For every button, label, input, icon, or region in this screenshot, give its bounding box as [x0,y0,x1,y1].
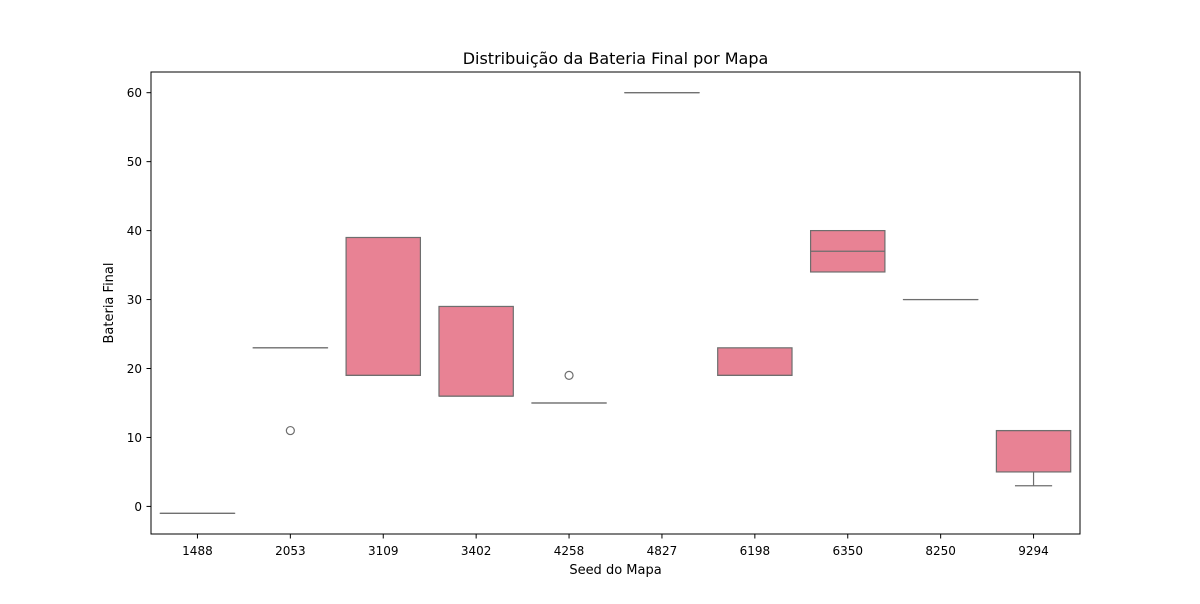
plot-area [160,93,1070,514]
x-tick-label: 6198 [740,544,771,558]
box-3402 [439,306,513,396]
x-axis-label: Seed do Mapa [569,563,661,578]
box-9294 [996,431,1070,486]
x-tick-label: 8250 [925,544,956,558]
x-tick-label: 3109 [368,544,399,558]
y-tick-label: 20 [127,362,142,376]
y-tick-label: 60 [127,86,142,100]
x-tick-label: 6350 [832,544,863,558]
x-tick-label: 4258 [554,544,585,558]
x-tick-label: 2053 [275,544,306,558]
iqr-box [718,348,792,376]
box-3109 [346,237,420,375]
axis-ticks: 0 10 20 30 40 50 60 1488 2053 3109 3402 4258 4827 619… [127,86,1049,558]
iqr-box [996,431,1070,472]
y-tick-label: 40 [127,224,142,238]
x-tick-label: 9294 [1018,544,1049,558]
box-2053 [253,348,327,435]
y-tick-label: 0 [134,500,142,514]
outlier-point [286,427,294,435]
x-tick-label: 3402 [461,544,492,558]
box-4258 [532,371,606,403]
chart-title: Distribuição da Bateria Final por Mapa [463,49,769,68]
x-tick-label: 4827 [647,544,678,558]
iqr-box [439,306,513,396]
box-6198 [718,348,792,376]
plot-frame [151,72,1080,534]
y-tick-label: 10 [127,431,142,445]
iqr-box [346,237,420,375]
box-6350 [811,231,885,272]
y-axis-label: Bateria Final [102,263,117,344]
x-tick-label: 1488 [182,544,213,558]
outlier-point [565,371,573,379]
y-tick-label: 50 [127,155,142,169]
y-tick-label: 30 [127,293,142,307]
